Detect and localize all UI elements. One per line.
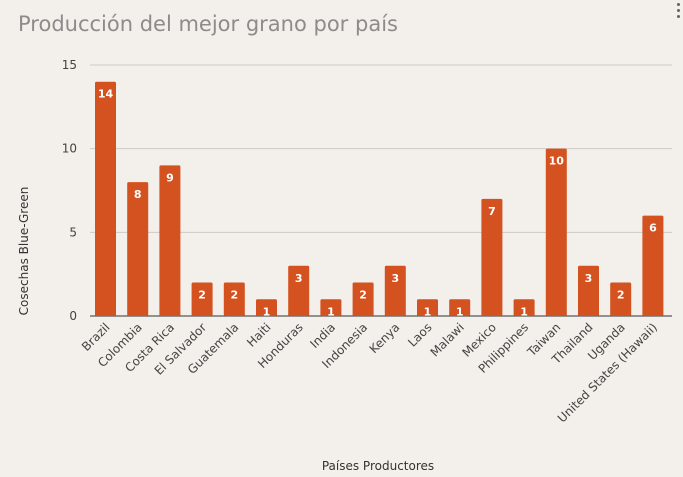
bar-value-label: 8: [134, 188, 142, 201]
bar-value-label: 2: [359, 289, 367, 302]
x-tick-label: Haiti: [244, 320, 274, 350]
x-tick-label: Kenya: [367, 320, 403, 356]
bar[interactable]: [288, 265, 310, 316]
bar[interactable]: [352, 282, 374, 316]
gridlines: [90, 64, 672, 317]
bar[interactable]: [513, 299, 535, 316]
x-axis-title: Países Productores: [322, 459, 434, 473]
bar-value-label: 1: [327, 305, 335, 318]
y-axis-ticks: 0 5 10 15: [62, 58, 77, 323]
bar[interactable]: [481, 198, 503, 316]
bar[interactable]: [320, 299, 342, 316]
bar-value-label: 1: [263, 305, 271, 318]
bar[interactable]: [578, 265, 599, 316]
y-tick-label: 5: [69, 225, 77, 239]
bar-value-label: 6: [649, 222, 657, 235]
bar-value-label: 1: [424, 305, 432, 318]
bar[interactable]: [127, 182, 149, 316]
bar-value-label: 3: [585, 272, 593, 285]
x-tick-label: Laos: [405, 320, 434, 349]
bar[interactable]: [545, 148, 567, 316]
bar[interactable]: [449, 299, 471, 316]
bar[interactable]: [159, 165, 181, 316]
bar[interactable]: [417, 299, 438, 316]
bar[interactable]: [223, 282, 245, 316]
bar-value-label: 2: [230, 289, 238, 302]
bar[interactable]: [191, 282, 213, 316]
y-tick-label: 10: [62, 142, 77, 156]
y-tick-label: 0: [69, 309, 77, 323]
bar-value-label: 14: [98, 88, 114, 101]
chart-title: Producción del mejor grano por país: [18, 12, 398, 36]
bar[interactable]: [256, 299, 277, 316]
bar-value-label: 3: [295, 272, 303, 285]
bar[interactable]: [642, 215, 664, 316]
x-tick-label: Malawi: [428, 320, 467, 359]
bar-value-label: 1: [456, 305, 464, 318]
bar-value-label: 2: [617, 289, 625, 302]
bar-value-label: 7: [488, 205, 496, 218]
bar-value-label: 9: [166, 171, 174, 184]
bar-value-label: 10: [549, 155, 565, 168]
bar-value-label: 2: [198, 289, 206, 302]
bar-value-label: 3: [391, 272, 399, 285]
bar[interactable]: [610, 282, 632, 316]
more-vert-icon[interactable]: [675, 2, 683, 20]
y-axis-title: Cosechas Blue-Green: [17, 187, 31, 316]
bars: 14 8 9 2 2 1 3 1 2 3 1 1 7 1 10 3 2 6: [95, 81, 664, 318]
bar[interactable]: [95, 81, 116, 316]
y-tick-label: 15: [62, 58, 77, 72]
bar-value-label: 1: [520, 305, 528, 318]
bar[interactable]: [384, 265, 406, 316]
